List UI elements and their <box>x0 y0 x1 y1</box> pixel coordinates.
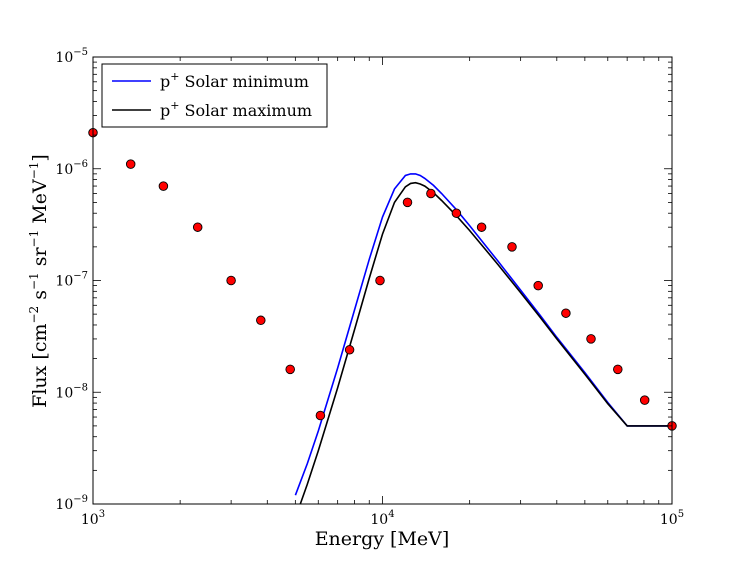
y-tick-label: 10−5 <box>55 47 88 66</box>
data-point <box>426 188 436 199</box>
y-tick-label: 10−7 <box>55 271 88 290</box>
legend-box <box>101 63 328 128</box>
data-point <box>226 275 236 286</box>
data-point <box>561 308 571 318</box>
data-point <box>639 395 650 405</box>
x-axis-label: Energy [MeV] <box>315 528 450 550</box>
y-tick-label: 10−8 <box>55 382 88 401</box>
y-tick-label: 10−9 <box>55 494 88 513</box>
data-point <box>256 315 266 326</box>
data-points <box>88 127 677 431</box>
data-point <box>476 222 487 232</box>
y-tick-label: 10−6 <box>55 159 88 178</box>
series-line-solar-maximum <box>299 181 672 504</box>
series-line-solar-minimum <box>294 173 672 496</box>
data-point <box>613 364 623 375</box>
data-point <box>507 242 517 252</box>
data-point <box>586 334 596 344</box>
data-point <box>315 410 326 421</box>
axis-ticks <box>92 56 673 505</box>
data-point <box>533 280 543 291</box>
legend-label-solar-minimum: p+ Solar minimum <box>160 70 309 91</box>
data-point <box>285 364 295 375</box>
data-point <box>451 208 462 218</box>
data-point <box>125 159 136 169</box>
y-axis-label: Flux [cm−2 s−1 sr−1 MeV−1] <box>27 154 51 408</box>
axis-tick-labels: 103 104 105 10−9 10−8 10−7 10−6 10−5 <box>55 47 684 528</box>
data-point <box>402 197 413 208</box>
legend: p+ Solar minimum p+ Solar maximum <box>101 63 328 128</box>
data-point <box>375 275 385 286</box>
x-tick-label: 105 <box>660 509 684 528</box>
data-point <box>158 181 169 191</box>
x-tick-label: 103 <box>81 509 105 528</box>
data-point <box>192 222 203 232</box>
x-tick-label: 104 <box>370 509 394 528</box>
data-point <box>344 345 355 355</box>
legend-label-solar-maximum: p+ Solar maximum <box>160 99 312 120</box>
